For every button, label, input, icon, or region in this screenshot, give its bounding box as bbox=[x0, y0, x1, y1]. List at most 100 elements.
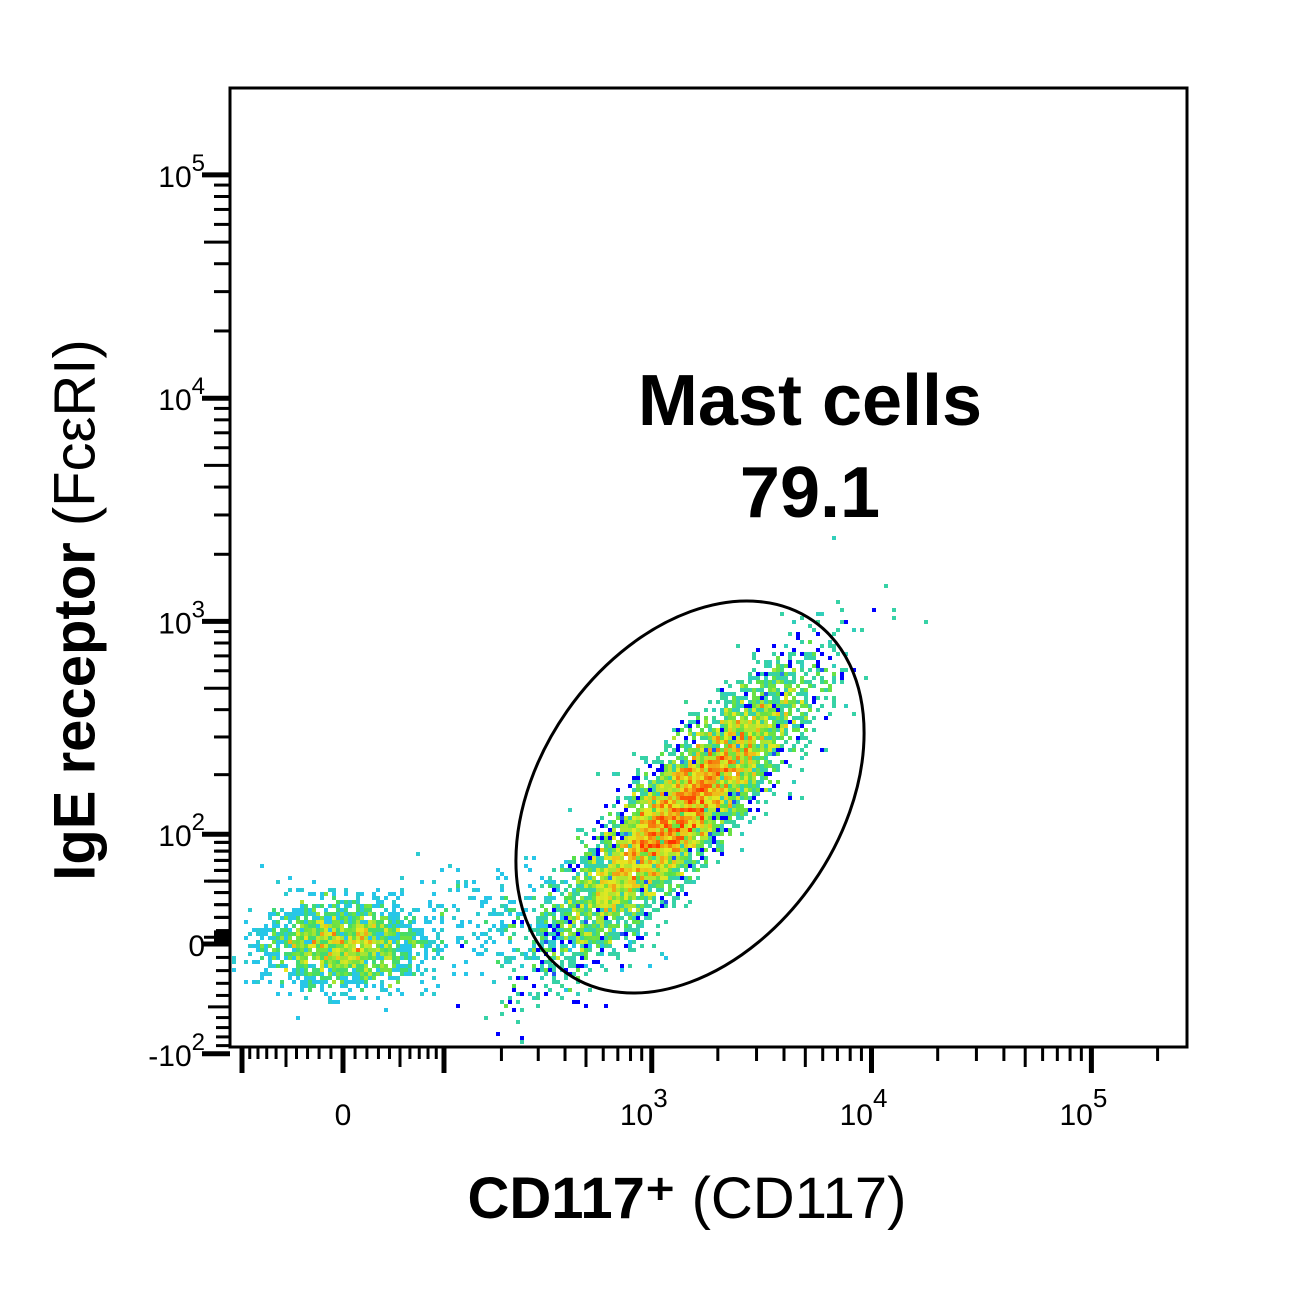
density-cell bbox=[420, 940, 424, 944]
density-cell bbox=[728, 780, 732, 784]
density-cell bbox=[508, 900, 512, 904]
density-cell bbox=[800, 688, 804, 692]
density-cell bbox=[356, 972, 360, 976]
density-cell bbox=[664, 868, 668, 872]
density-cell bbox=[392, 912, 396, 916]
density-cell bbox=[524, 976, 528, 980]
density-cell bbox=[560, 904, 564, 908]
density-cell bbox=[736, 784, 740, 788]
density-cell bbox=[696, 712, 700, 716]
density-cell bbox=[304, 908, 308, 912]
density-cell bbox=[604, 880, 608, 884]
density-cell bbox=[668, 864, 672, 868]
density-cell bbox=[760, 728, 764, 732]
density-cell bbox=[728, 732, 732, 736]
density-cell bbox=[732, 728, 736, 732]
density-cell bbox=[360, 912, 364, 916]
density-cell bbox=[552, 972, 556, 976]
density-cell bbox=[288, 992, 292, 996]
density-cell bbox=[612, 888, 616, 892]
density-cell bbox=[628, 784, 632, 788]
density-cell bbox=[248, 944, 252, 948]
density-cell bbox=[616, 772, 620, 776]
density-cell bbox=[736, 732, 740, 736]
density-cell bbox=[616, 884, 620, 888]
density-cell bbox=[308, 980, 312, 984]
density-cell bbox=[720, 844, 724, 848]
density-cell bbox=[784, 688, 788, 692]
density-cell bbox=[536, 1004, 540, 1008]
density-cell bbox=[288, 876, 292, 880]
density-cell bbox=[340, 972, 344, 976]
density-cell bbox=[616, 888, 620, 892]
density-cell bbox=[552, 908, 556, 912]
density-cell bbox=[704, 708, 708, 712]
density-cell bbox=[672, 812, 676, 816]
density-cell bbox=[644, 916, 648, 920]
density-cell bbox=[680, 760, 684, 764]
density-cell bbox=[716, 764, 720, 768]
density-cell bbox=[316, 940, 320, 944]
density-cell bbox=[772, 732, 776, 736]
density-cell bbox=[360, 936, 364, 940]
density-cell bbox=[720, 720, 724, 724]
density-cell bbox=[396, 924, 400, 928]
density-cell bbox=[480, 904, 484, 908]
density-cell bbox=[328, 920, 332, 924]
density-cell bbox=[772, 652, 776, 656]
density-cell bbox=[300, 972, 304, 976]
density-cell bbox=[808, 704, 812, 708]
density-cell bbox=[708, 744, 712, 748]
density-cell bbox=[532, 952, 536, 956]
density-cell bbox=[344, 900, 348, 904]
density-cell bbox=[244, 920, 248, 924]
density-cell bbox=[624, 920, 628, 924]
density-cell bbox=[784, 732, 788, 736]
density-cell bbox=[340, 964, 344, 968]
density-cell bbox=[596, 860, 600, 864]
density-cell bbox=[744, 760, 748, 764]
density-cell bbox=[392, 964, 396, 968]
mast-cell-gate[interactable] bbox=[444, 535, 936, 1059]
density-cell bbox=[396, 956, 400, 960]
density-cell bbox=[588, 888, 592, 892]
density-cell bbox=[632, 848, 636, 852]
density-cell bbox=[744, 688, 748, 692]
density-cell bbox=[356, 928, 360, 932]
density-cell bbox=[744, 728, 748, 732]
density-cell bbox=[728, 728, 732, 732]
density-cell bbox=[272, 964, 276, 968]
density-cell bbox=[404, 952, 408, 956]
density-cell bbox=[624, 840, 628, 844]
density-cell bbox=[728, 708, 732, 712]
density-cell bbox=[608, 840, 612, 844]
density-cell bbox=[620, 868, 624, 872]
density-cell bbox=[648, 896, 652, 900]
density-cell bbox=[568, 868, 572, 872]
density-cell bbox=[720, 848, 724, 852]
density-cell bbox=[720, 724, 724, 728]
density-cell bbox=[388, 976, 392, 980]
density-cell bbox=[400, 968, 404, 972]
density-cell bbox=[652, 900, 656, 904]
density-cell bbox=[352, 948, 356, 952]
density-cell bbox=[312, 936, 316, 940]
density-cell bbox=[624, 912, 628, 916]
density-cell bbox=[276, 936, 280, 940]
density-cell bbox=[400, 936, 404, 940]
density-cell bbox=[700, 764, 704, 768]
density-cell bbox=[664, 744, 668, 748]
density-cell bbox=[408, 968, 412, 972]
density-cell bbox=[336, 968, 340, 972]
density-cell bbox=[564, 944, 568, 948]
density-cell bbox=[724, 780, 728, 784]
density-cell bbox=[704, 840, 708, 844]
density-cell bbox=[788, 688, 792, 692]
density-cell bbox=[304, 956, 308, 960]
density-cell bbox=[636, 908, 640, 912]
density-cell bbox=[572, 856, 576, 860]
density-cell bbox=[652, 824, 656, 828]
density-cell bbox=[544, 896, 548, 900]
density-cell bbox=[656, 908, 660, 912]
density-cell bbox=[812, 664, 816, 668]
